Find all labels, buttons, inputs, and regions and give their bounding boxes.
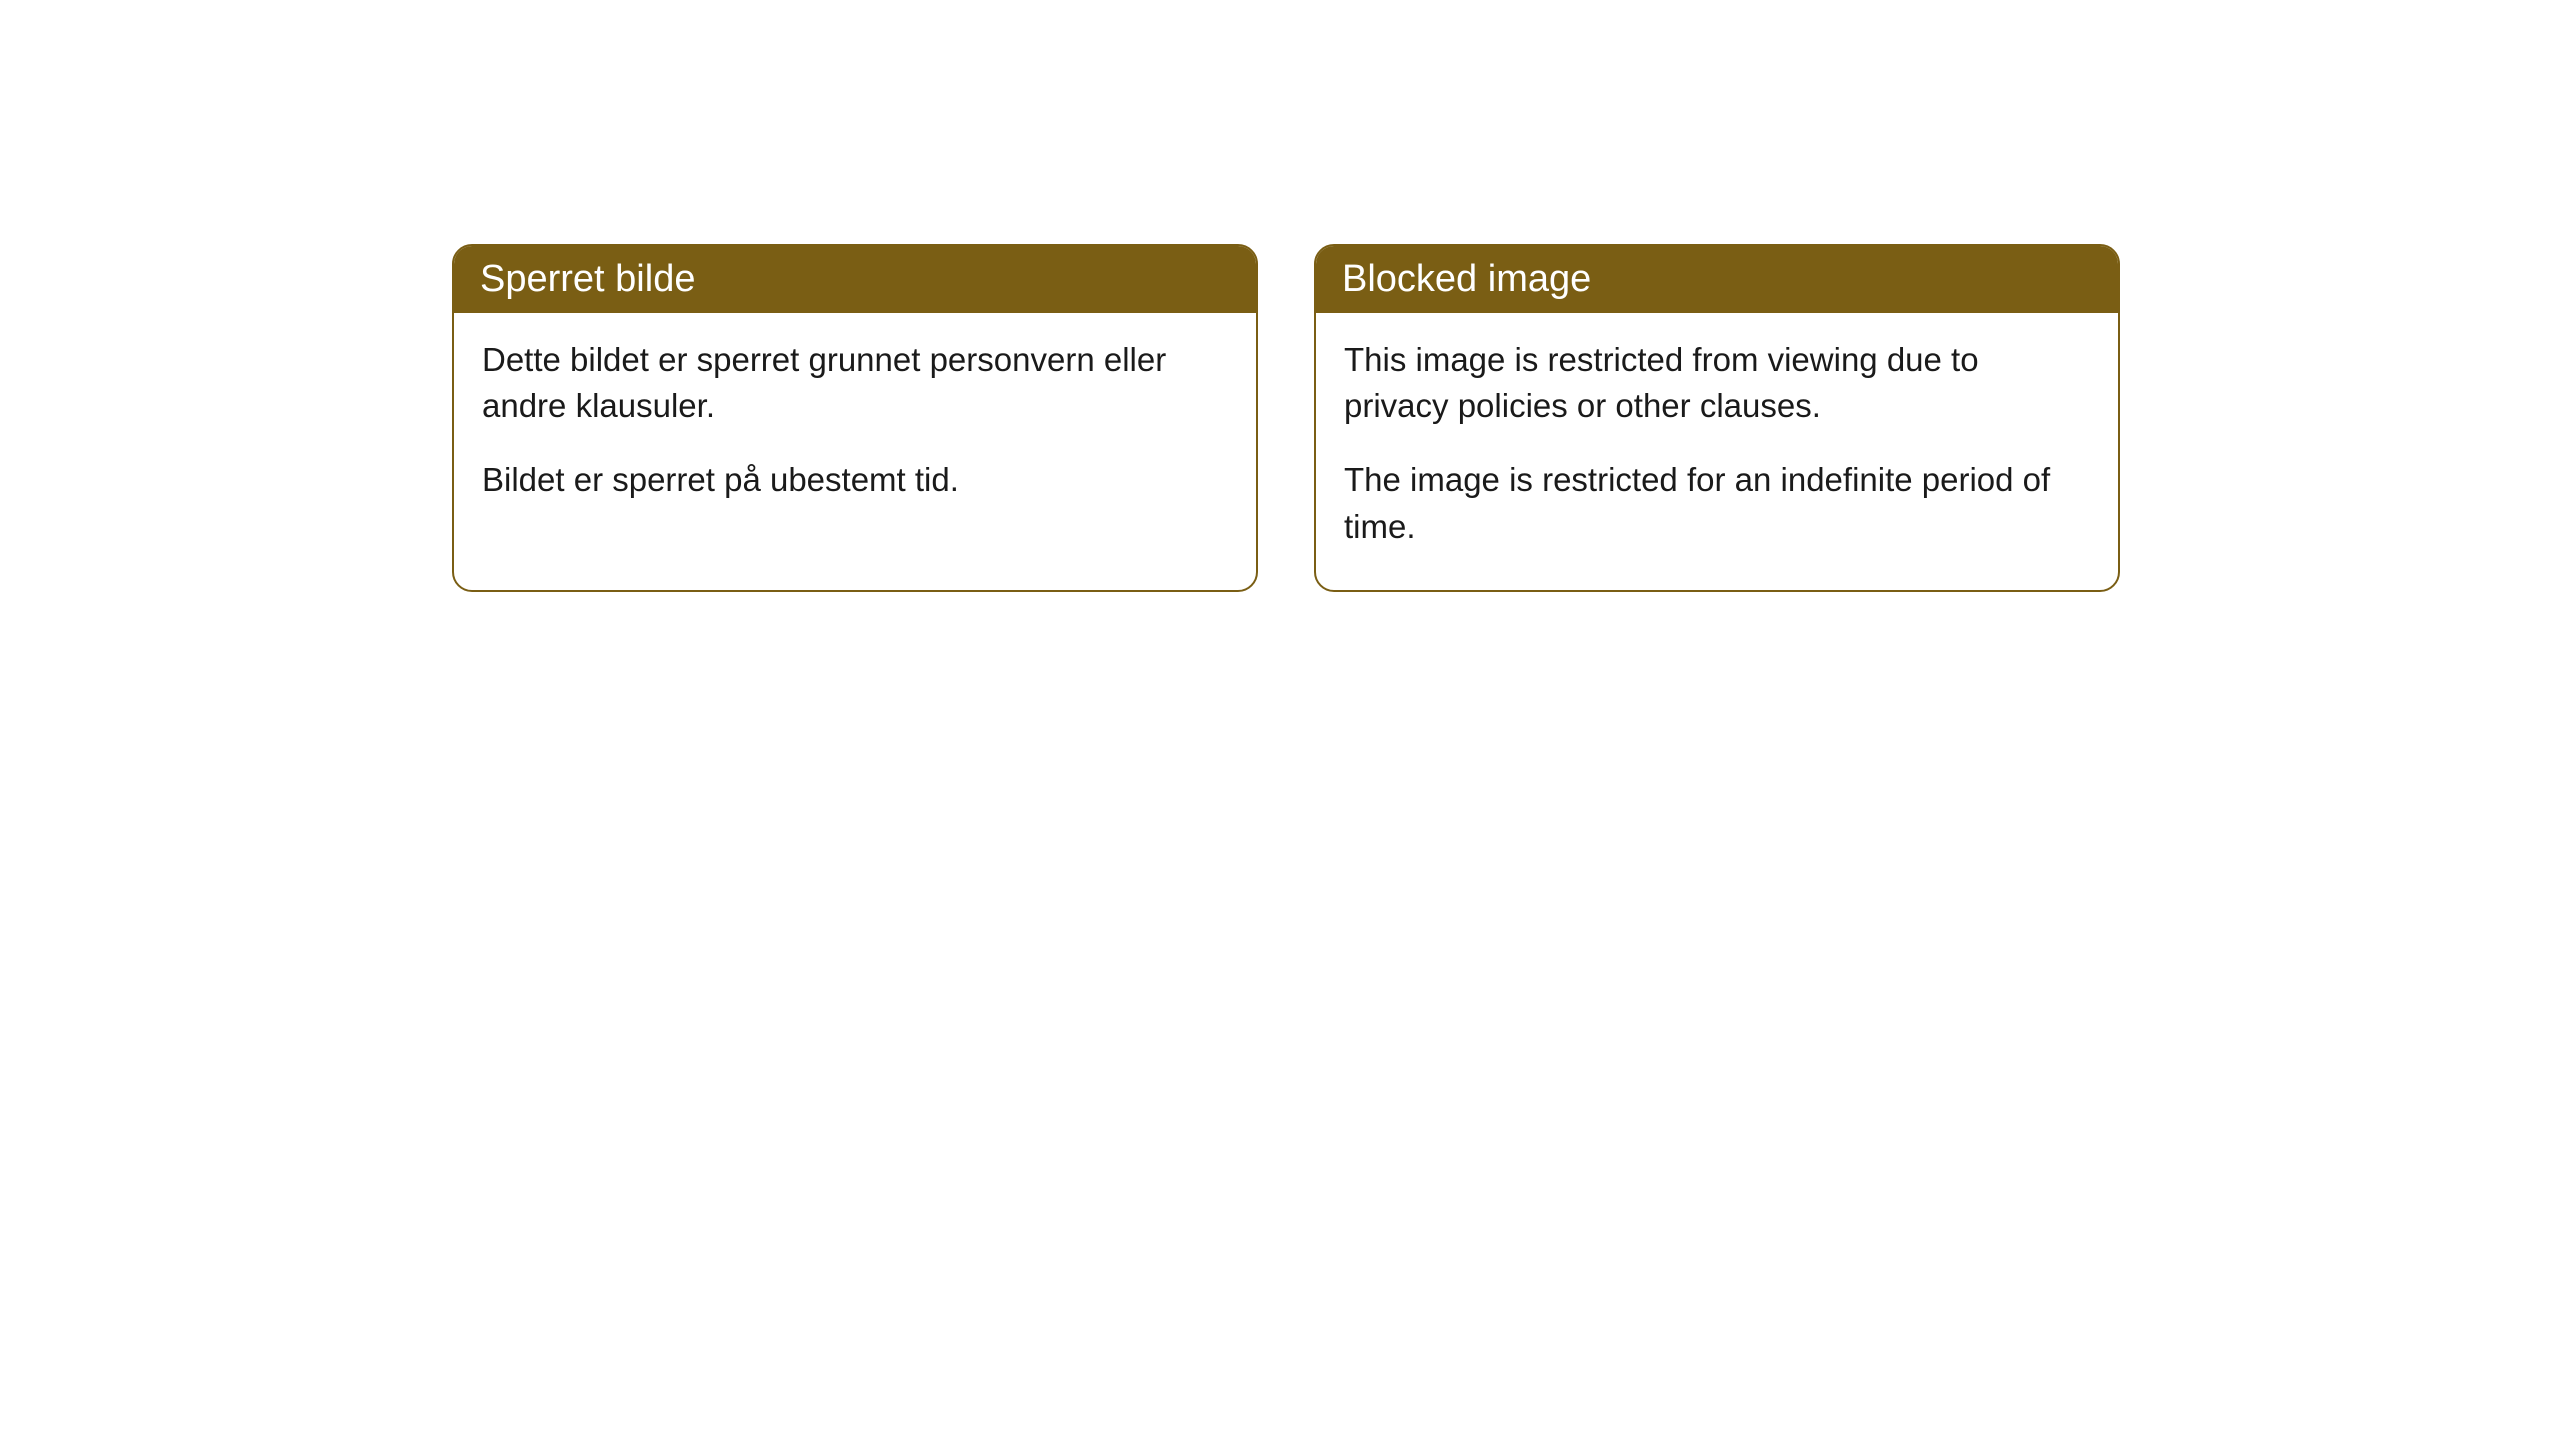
card-title-english: Blocked image: [1342, 258, 1591, 300]
card-title-norwegian: Sperret bilde: [480, 258, 695, 300]
card-header-english: Blocked image: [1316, 246, 2118, 313]
card-paragraph-2-norwegian: Bildet er sperret på ubestemt tid.: [482, 457, 1228, 503]
card-paragraph-2-english: The image is restricted for an indefinit…: [1344, 457, 2090, 549]
blocked-image-card-english: Blocked image This image is restricted f…: [1314, 244, 2120, 592]
card-paragraph-1-english: This image is restricted from viewing du…: [1344, 337, 2090, 429]
blocked-image-card-norwegian: Sperret bilde Dette bildet er sperret gr…: [452, 244, 1258, 592]
card-paragraph-1-norwegian: Dette bildet er sperret grunnet personve…: [482, 337, 1228, 429]
card-header-norwegian: Sperret bilde: [454, 246, 1256, 313]
cards-container: Sperret bilde Dette bildet er sperret gr…: [452, 244, 2120, 592]
card-body-english: This image is restricted from viewing du…: [1316, 313, 2118, 590]
card-body-norwegian: Dette bildet er sperret grunnet personve…: [454, 313, 1256, 544]
